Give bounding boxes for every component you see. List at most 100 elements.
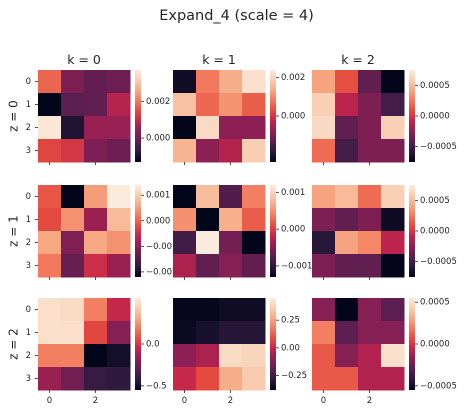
heatmap-cell — [84, 116, 108, 140]
heatmap-cell — [84, 321, 108, 345]
row-label: z = 1 — [7, 215, 21, 247]
heatmap-cell — [38, 139, 62, 163]
heatmap-cell — [312, 344, 336, 368]
heatmap-cell — [173, 70, 197, 94]
colorbar-tick-label: −0.001 — [281, 261, 312, 271]
heatmap-panel-z2-k2: 0 2 0.0005 0.0000 −0.0005 — [312, 298, 457, 406]
heatmap-cell — [38, 344, 62, 368]
heatmap-cell — [219, 139, 243, 163]
x-tick-label: 0 — [47, 396, 52, 406]
colorbar-tick-label: 0.000 — [146, 216, 170, 226]
row-label: z = 0 — [7, 100, 21, 132]
colorbar — [409, 70, 415, 162]
heatmap-cell — [61, 344, 85, 368]
heatmap-cell — [173, 139, 197, 163]
heatmap-cell — [38, 231, 62, 255]
heatmap-cell — [38, 70, 62, 94]
colorbar-tick-label: −0.0005 — [420, 381, 457, 391]
x-tick-label: 2 — [93, 396, 98, 406]
heatmap-cell — [335, 298, 359, 322]
colorbar-tick-label: 0.0000 — [420, 112, 450, 122]
heatmap-cell — [84, 254, 108, 278]
heatmap-panel-z1-k1: 0.001 0.000 −0.001 — [173, 185, 312, 280]
heatmap-cell — [242, 298, 266, 322]
heatmap-cell — [173, 344, 197, 368]
heatmap-cell — [107, 70, 131, 94]
heatmap-cell — [358, 208, 382, 232]
heatmap-cell — [242, 185, 266, 209]
heatmap-cell — [242, 254, 266, 278]
heatmap-cell — [335, 93, 359, 117]
heatmap-cell — [84, 208, 108, 232]
heatmap-cell — [196, 116, 220, 140]
heatmap-cell — [381, 231, 405, 255]
heatmap-cell — [335, 208, 359, 232]
heatmap-cell — [381, 93, 405, 117]
heatmap-panel-z0-k1: 0.002 0.000 — [173, 70, 305, 165]
heatmap-cell — [196, 298, 220, 322]
colorbar — [409, 185, 415, 277]
y-tick-label: 0 — [26, 192, 31, 202]
heatmap-cell — [173, 231, 197, 255]
y-tick-label: 2 — [26, 238, 31, 248]
heatmap-cell — [358, 254, 382, 278]
heatmap-cell — [358, 93, 382, 117]
colorbar-tick-label: −0.002 — [146, 267, 177, 277]
column-title: k = 0 — [67, 52, 101, 67]
heatmap-cell — [173, 208, 197, 232]
heatmap-cell — [196, 185, 220, 209]
heatmap-cell — [84, 231, 108, 255]
colorbar-tick-label: −0.0005 — [420, 257, 457, 267]
heatmap-cell — [358, 70, 382, 94]
heatmap-cell — [358, 321, 382, 345]
heatmap-cell — [84, 185, 108, 209]
heatmap-cell — [358, 116, 382, 140]
heatmap-cell — [38, 116, 62, 140]
heatmap-cell — [61, 367, 85, 391]
y-tick-label: 0 — [26, 77, 31, 87]
heatmap-cell — [312, 139, 336, 163]
heatmap-cell — [173, 116, 197, 140]
heatmap-cell — [358, 367, 382, 391]
heatmap-cell — [335, 321, 359, 345]
heatmap-cell — [335, 185, 359, 209]
heatmap-cell — [381, 344, 405, 368]
heatmap-cell — [381, 367, 405, 391]
x-tick-label: 0 — [321, 396, 326, 406]
y-tick-label: 3 — [26, 374, 31, 384]
colorbar-tick-label: 0.002 — [281, 73, 305, 83]
heatmap-cell — [219, 321, 243, 345]
heatmap-cell — [38, 93, 62, 117]
heatmap-cell — [242, 93, 266, 117]
heatmap-cell — [173, 185, 197, 209]
colorbar-tick-label: 0.0005 — [420, 196, 450, 206]
heatmap-cell — [219, 367, 243, 391]
colorbar — [270, 70, 276, 162]
colorbar — [135, 298, 141, 390]
heatmap-cell — [84, 70, 108, 94]
heatmap-cell — [219, 298, 243, 322]
heatmap-cell — [381, 139, 405, 163]
heatmap-cell — [61, 70, 85, 94]
heatmap-cell — [358, 344, 382, 368]
colorbar-tick-label: 0.001 — [146, 191, 170, 201]
heatmap-cell — [381, 116, 405, 140]
heatmap-cell — [358, 139, 382, 163]
heatmap-cell — [358, 185, 382, 209]
y-tick-label: 3 — [26, 261, 31, 271]
heatmap-cell — [312, 254, 336, 278]
heatmap-cell — [219, 70, 243, 94]
y-tick-label: 2 — [26, 123, 31, 133]
heatmap-panel-z1-k2: 0.0005 0.0000 −0.0005 — [312, 185, 457, 280]
heatmap-cell — [219, 254, 243, 278]
heatmap-cell — [219, 208, 243, 232]
colorbar — [135, 185, 141, 277]
heatmap-cell — [335, 344, 359, 368]
heatmap-cell — [84, 344, 108, 368]
heatmap-cell — [381, 185, 405, 209]
heatmap-cell — [38, 367, 62, 391]
heatmap-cell — [107, 367, 131, 391]
heatmap-cell — [312, 185, 336, 209]
heatmap-cell — [173, 254, 197, 278]
heatmap-cell — [61, 208, 85, 232]
